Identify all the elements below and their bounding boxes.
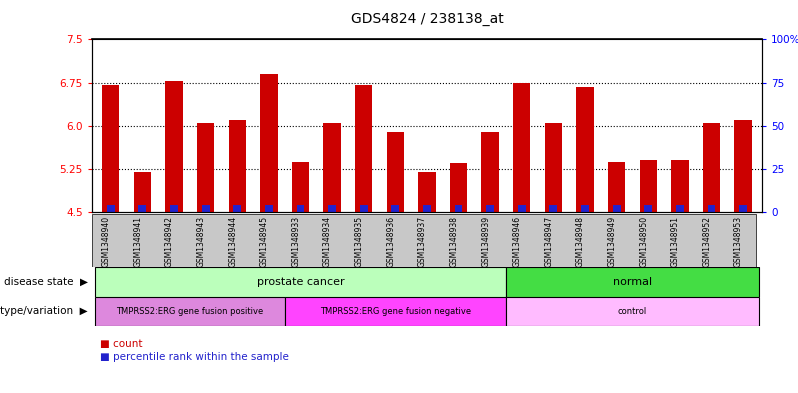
Text: ■ percentile rank within the sample: ■ percentile rank within the sample — [100, 352, 289, 362]
Bar — [292, 162, 309, 212]
Bar — [285, 297, 506, 326]
Text: normal: normal — [613, 277, 652, 287]
Bar — [386, 132, 404, 212]
Bar — [328, 205, 336, 212]
Bar — [265, 205, 273, 212]
Text: GSM1348949: GSM1348949 — [607, 216, 617, 267]
Bar — [550, 205, 557, 212]
Text: GSM1348941: GSM1348941 — [133, 216, 142, 267]
Text: TMPRSS2:ERG gene fusion positive: TMPRSS2:ERG gene fusion positive — [117, 307, 263, 316]
Text: GSM1348944: GSM1348944 — [228, 216, 237, 267]
Bar — [391, 205, 399, 212]
Bar — [518, 205, 526, 212]
Bar — [138, 205, 146, 212]
Bar — [644, 205, 652, 212]
Bar — [202, 205, 210, 212]
Bar — [455, 205, 463, 212]
Bar — [423, 205, 431, 212]
Bar — [703, 123, 720, 212]
Bar — [486, 205, 494, 212]
Text: GSM1348948: GSM1348948 — [576, 216, 585, 267]
Bar — [676, 205, 684, 212]
Bar — [233, 205, 241, 212]
Bar — [506, 297, 759, 326]
Bar — [360, 205, 368, 212]
Bar — [734, 120, 752, 212]
Bar — [260, 74, 278, 212]
Bar — [197, 123, 215, 212]
Text: control: control — [618, 307, 647, 316]
Text: ■ count: ■ count — [100, 339, 142, 349]
Text: genotype/variation  ▶: genotype/variation ▶ — [0, 307, 88, 316]
Text: GSM1348936: GSM1348936 — [386, 216, 395, 267]
Bar — [323, 123, 341, 212]
Text: prostate cancer: prostate cancer — [257, 277, 344, 287]
Bar — [133, 172, 151, 212]
Bar — [95, 267, 506, 297]
Bar — [576, 86, 594, 212]
Text: GDS4824 / 238138_at: GDS4824 / 238138_at — [350, 12, 504, 26]
Bar — [481, 132, 499, 212]
Text: GSM1348951: GSM1348951 — [671, 216, 680, 267]
Bar — [107, 205, 115, 212]
Text: GSM1348942: GSM1348942 — [165, 216, 174, 267]
Text: GSM1348933: GSM1348933 — [291, 216, 301, 267]
Text: GSM1348935: GSM1348935 — [354, 216, 364, 267]
Bar — [450, 163, 468, 212]
Text: disease state  ▶: disease state ▶ — [4, 277, 88, 287]
Text: GSM1348950: GSM1348950 — [639, 216, 648, 267]
Bar — [739, 205, 747, 212]
Text: GSM1348940: GSM1348940 — [101, 216, 111, 267]
Text: GSM1348937: GSM1348937 — [418, 216, 427, 267]
Text: GSM1348947: GSM1348947 — [544, 216, 553, 267]
Text: GSM1348943: GSM1348943 — [196, 216, 206, 267]
Bar — [613, 205, 621, 212]
Text: GSM1348939: GSM1348939 — [481, 216, 490, 267]
Bar — [170, 205, 178, 212]
Bar — [297, 205, 304, 212]
Bar — [418, 172, 436, 212]
Text: TMPRSS2:ERG gene fusion negative: TMPRSS2:ERG gene fusion negative — [320, 307, 471, 316]
Bar — [581, 205, 589, 212]
Text: GSM1348945: GSM1348945 — [260, 216, 269, 267]
Bar — [608, 162, 626, 212]
Text: GSM1348953: GSM1348953 — [734, 216, 743, 267]
Text: GSM1348952: GSM1348952 — [702, 216, 712, 267]
Text: GSM1348938: GSM1348938 — [449, 216, 459, 267]
Bar — [506, 267, 759, 297]
Bar — [95, 297, 285, 326]
Bar — [671, 160, 689, 212]
Text: GSM1348934: GSM1348934 — [323, 216, 332, 267]
Text: GSM1348946: GSM1348946 — [513, 216, 522, 267]
Bar — [639, 160, 657, 212]
Bar — [708, 205, 716, 212]
Bar — [228, 120, 246, 212]
Bar — [102, 85, 120, 212]
Bar — [545, 123, 562, 212]
Bar — [355, 85, 373, 212]
Bar — [165, 81, 183, 212]
Bar — [513, 83, 531, 212]
